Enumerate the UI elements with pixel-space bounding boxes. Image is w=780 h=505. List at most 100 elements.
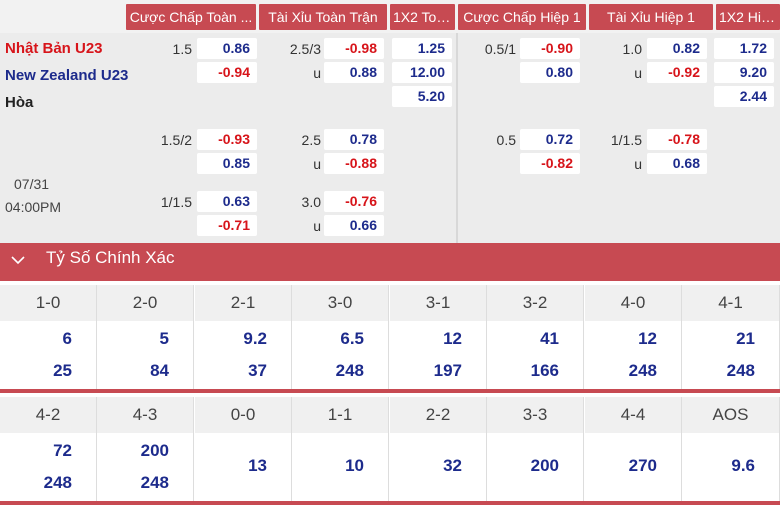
chevron-down-icon[interactable]: [0, 243, 36, 281]
odds-cell[interactable]: 0.80: [520, 62, 580, 83]
score-odds-value[interactable]: 248: [43, 473, 72, 492]
odds-cell[interactable]: 0.66: [324, 215, 384, 236]
score-odds-value[interactable]: 270: [628, 456, 657, 475]
handicap-line: 0.5/1: [484, 41, 516, 57]
score-odds-value[interactable]: 13: [248, 456, 267, 475]
under-label: u: [313, 65, 321, 81]
score-header: 2-0: [97, 285, 194, 321]
over-under-line: 3.0: [301, 194, 321, 210]
score-odds-value[interactable]: 72: [53, 441, 72, 460]
match-time: 04:00PM: [5, 199, 62, 215]
score-odds-value[interactable]: 248: [140, 473, 169, 492]
odds-cell[interactable]: 1.25: [392, 38, 452, 59]
score-header: AOS: [682, 397, 780, 433]
score-odds-value[interactable]: 9.2: [243, 329, 267, 348]
score-odds-cell[interactable]: 9.2 37: [195, 321, 292, 389]
score-header: 4-2: [0, 397, 97, 433]
correct-score-section-bar[interactable]: Tỷ Số Chính Xác: [0, 243, 780, 281]
odds-cell[interactable]: 1.72: [714, 38, 774, 59]
score-header: 4-4: [585, 397, 682, 433]
handicap-line: 1/1.5: [160, 194, 192, 210]
odds-cell[interactable]: 0.85: [197, 153, 257, 174]
home-team-name: Nhật Bản U23: [5, 40, 103, 57]
odds-cell[interactable]: -0.92: [647, 62, 707, 83]
score-odds-value[interactable]: 6.5: [340, 329, 364, 348]
odds-cell[interactable]: 0.78: [324, 129, 384, 150]
score-odds-value[interactable]: 41: [540, 329, 559, 348]
score-odds-cell[interactable]: 72 248: [0, 433, 97, 501]
score-odds-value[interactable]: 21: [736, 329, 755, 348]
odds-cell[interactable]: -0.71: [197, 215, 257, 236]
section-title: Tỷ Số Chính Xác: [46, 248, 175, 267]
score-odds-cell[interactable]: 200 248: [97, 433, 194, 501]
score-odds-value[interactable]: 37: [248, 361, 267, 380]
score-odds-cell[interactable]: 9.6: [682, 433, 780, 501]
odds-cell[interactable]: 2.44: [714, 86, 774, 107]
score-odds-value[interactable]: 248: [628, 361, 657, 380]
score-odds-cell[interactable]: 21 248: [682, 321, 780, 389]
score-odds-cell[interactable]: 12 197: [390, 321, 487, 389]
score-odds-value[interactable]: 6: [62, 329, 72, 348]
score-odds-cell[interactable]: 10: [292, 433, 389, 501]
odds-cell[interactable]: -0.82: [520, 153, 580, 174]
over-under-line: 2.5: [301, 132, 321, 148]
score-odds-value[interactable]: 32: [443, 456, 462, 475]
score-header: 2-2: [390, 397, 487, 433]
market-header: Cược Chấp Toàn ... Tài Xỉu Toàn Trận 1X2…: [0, 0, 780, 33]
odds-cell[interactable]: -0.76: [324, 191, 384, 212]
score-odds-cell[interactable]: 200: [487, 433, 584, 501]
tab-1x2-h1[interactable]: 1X2 Hiệ...: [716, 4, 780, 30]
odds-cell[interactable]: -0.98: [324, 38, 384, 59]
odds-cell[interactable]: -0.93: [197, 129, 257, 150]
odds-cell[interactable]: 0.68: [647, 153, 707, 174]
tab-over-under-h1[interactable]: Tài Xỉu Hiệp 1: [589, 4, 713, 30]
score-header: 3-3: [487, 397, 584, 433]
odds-cell[interactable]: 5.20: [392, 86, 452, 107]
score-odds-value[interactable]: 200: [530, 456, 559, 475]
score-header: 3-2: [487, 285, 584, 321]
score-odds-cell[interactable]: 12 248: [585, 321, 682, 389]
score-odds-cell[interactable]: 32: [390, 433, 487, 501]
odds-cell[interactable]: 12.00: [392, 62, 452, 83]
tab-handicap-full[interactable]: Cược Chấp Toàn ...: [126, 4, 256, 30]
odds-cell[interactable]: -0.90: [520, 38, 580, 59]
score-odds-value[interactable]: 166: [530, 361, 559, 380]
score-odds-value[interactable]: 12: [443, 329, 462, 348]
score-odds-cell[interactable]: 6 25: [0, 321, 97, 389]
odds-panel: Nhật Bản U23 New Zealand U23 Hòa 07/31 0…: [0, 33, 780, 243]
odds-cell[interactable]: 0.86: [197, 38, 257, 59]
score-odds-value[interactable]: 5: [159, 329, 169, 348]
odds-cell[interactable]: -0.94: [197, 62, 257, 83]
score-odds-value[interactable]: 84: [150, 361, 169, 380]
odds-cell[interactable]: 0.72: [520, 129, 580, 150]
score-header: 3-0: [292, 285, 389, 321]
score-odds-value[interactable]: 200: [140, 441, 169, 460]
score-odds-cell[interactable]: 5 84: [97, 321, 194, 389]
tab-1x2-full[interactable]: 1X2 Toà...: [390, 4, 455, 30]
score-odds-cell[interactable]: 6.5 248: [292, 321, 389, 389]
odds-cell[interactable]: -0.78: [647, 129, 707, 150]
row-separator: [0, 389, 780, 393]
score-header: 1-1: [292, 397, 389, 433]
score-odds-value[interactable]: 197: [433, 361, 462, 380]
score-odds-cell[interactable]: 13: [195, 433, 292, 501]
score-header: 0-0: [195, 397, 292, 433]
score-odds-cell[interactable]: 41 166: [487, 321, 584, 389]
score-odds-value[interactable]: 10: [345, 456, 364, 475]
odds-cell[interactable]: 0.63: [197, 191, 257, 212]
tab-handicap-h1[interactable]: Cược Chấp Hiệp 1: [458, 4, 586, 30]
odds-cell[interactable]: 9.20: [714, 62, 774, 83]
tab-over-under-full[interactable]: Tài Xỉu Toàn Trận: [259, 4, 387, 30]
score-odds-value[interactable]: 25: [53, 361, 72, 380]
score-odds-value[interactable]: 248: [726, 361, 755, 380]
away-team-name: New Zealand U23: [5, 67, 129, 84]
score-odds-cell[interactable]: 270: [585, 433, 682, 501]
score-header: 2-1: [195, 285, 292, 321]
score-odds-value[interactable]: 9.6: [731, 456, 755, 475]
odds-cell[interactable]: 0.82: [647, 38, 707, 59]
score-odds-value[interactable]: 248: [335, 361, 364, 380]
score-odds-value[interactable]: 12: [638, 329, 657, 348]
odds-cell[interactable]: -0.88: [324, 153, 384, 174]
odds-cell[interactable]: 0.88: [324, 62, 384, 83]
over-under-line: 2.5/3: [289, 41, 321, 57]
